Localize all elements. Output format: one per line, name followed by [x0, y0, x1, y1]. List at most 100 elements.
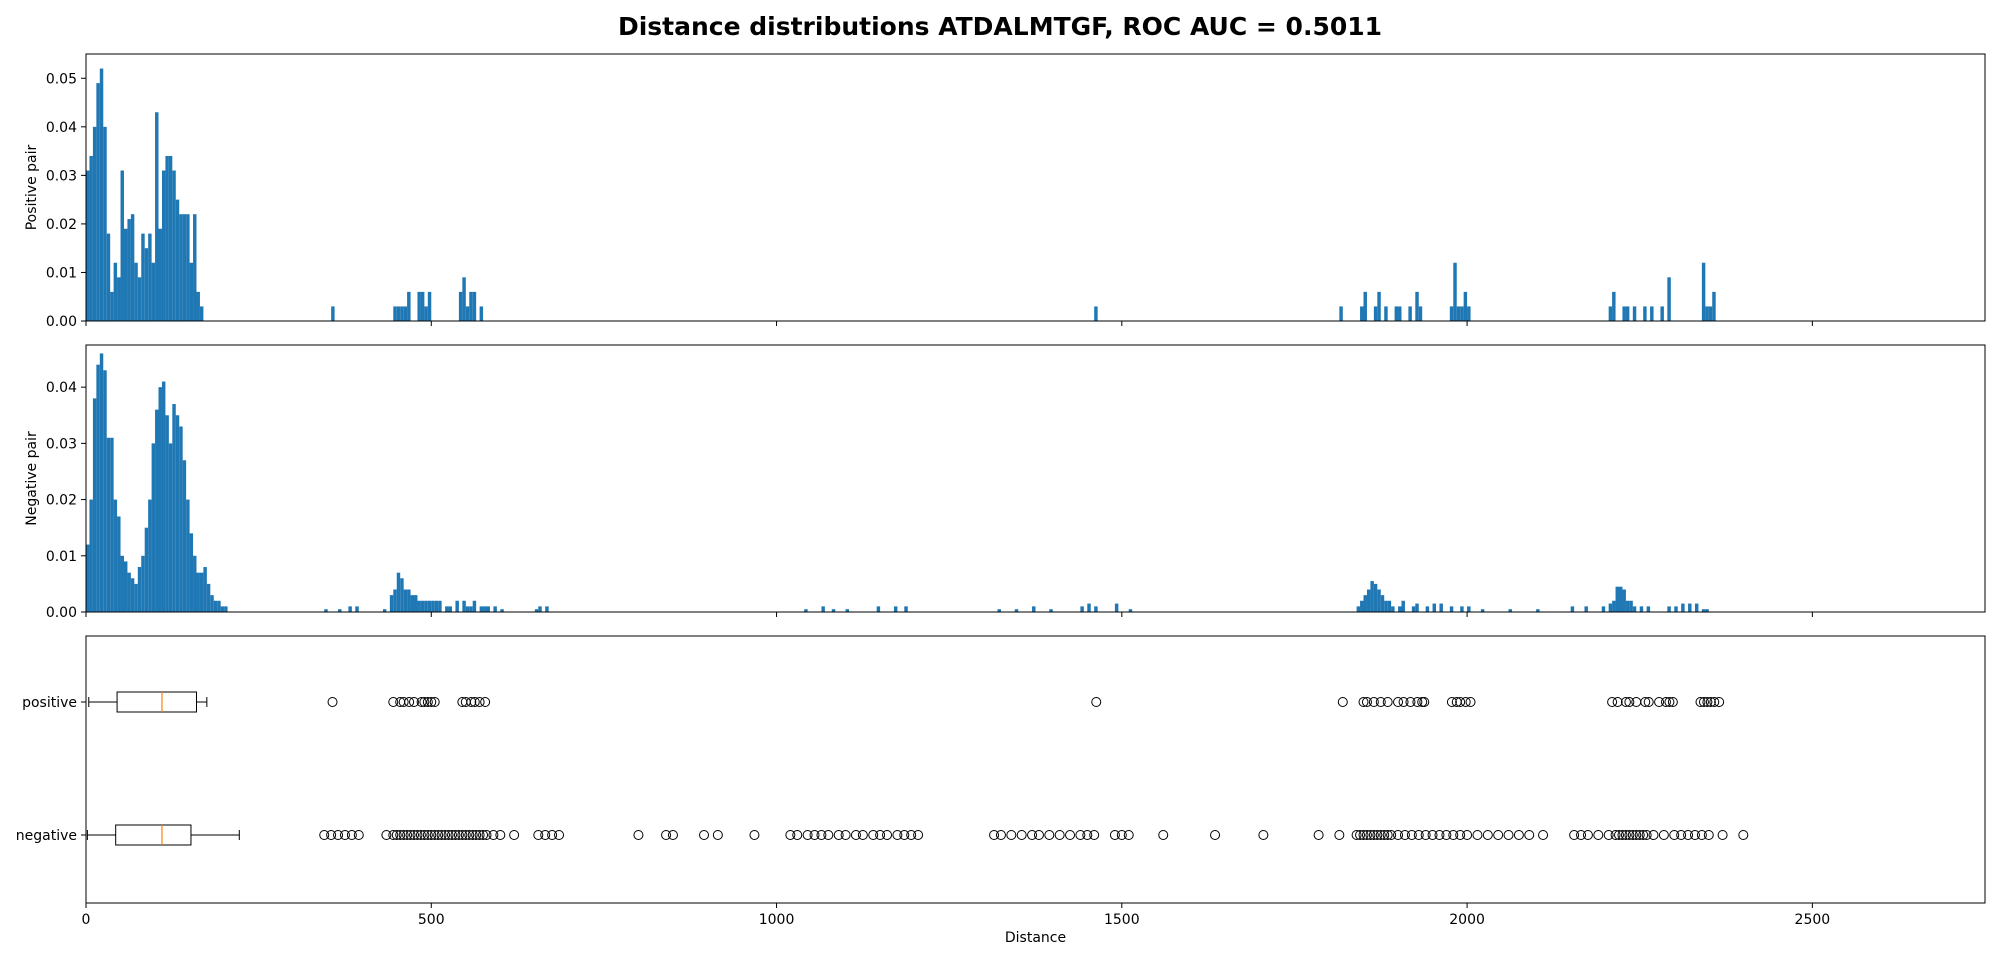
histogram-bar: [113, 262, 118, 321]
outlier-point: [1361, 697, 1372, 707]
histogram-bar: [144, 248, 149, 321]
histogram-bar: [893, 606, 898, 612]
outlier-point: [1420, 830, 1431, 840]
histogram-bar: [1660, 306, 1664, 321]
histogram-bar: [486, 606, 490, 612]
histogram-bar: [1370, 581, 1374, 612]
histogram-bar: [1377, 291, 1381, 321]
boxplot-panel: positive negative 0 500 1000 1500 2000 2500: [16, 635, 1986, 928]
outlier-point: [319, 830, 330, 840]
outlier-point: [1482, 830, 1493, 840]
outlier-point: [699, 830, 710, 840]
outlier-point: [509, 830, 520, 840]
outlier-point: [1705, 697, 1716, 707]
outlier-point: [422, 697, 433, 707]
histogram-bar: [113, 499, 118, 612]
histogram-bar: [997, 609, 1001, 612]
histogram-bar: [534, 609, 539, 612]
outlier-point: [1365, 830, 1376, 840]
outlier-point: [1372, 830, 1383, 840]
histogram-bar: [1114, 603, 1119, 612]
outlier-point: [1640, 697, 1651, 707]
histogram-bar: [106, 437, 111, 612]
histogram-bar: [400, 578, 404, 612]
histogram-bar: [148, 499, 152, 612]
histogram-bar: [1467, 606, 1471, 612]
histogram-bar: [1380, 595, 1385, 612]
outlier-point: [471, 830, 482, 840]
outlier-point: [1664, 697, 1675, 707]
histogram-bar: [1629, 600, 1633, 612]
histogram-bar: [130, 214, 135, 321]
box-iqr: [115, 824, 192, 846]
histogram-bar: [161, 381, 166, 612]
histogram-bar: [1608, 603, 1613, 612]
histogram-bar: [1094, 606, 1098, 612]
histogram-bar: [458, 291, 463, 321]
histogram-bar: [1536, 609, 1540, 612]
histogram-bar: [1608, 306, 1613, 321]
histogram-bar: [804, 609, 808, 612]
histogram-bar: [1701, 262, 1706, 321]
outlier-point: [419, 830, 430, 840]
histogram-bar: [1463, 291, 1468, 321]
histogram-bar: [1460, 306, 1464, 321]
axes-frame: [85, 344, 1986, 613]
outlier-point: [474, 830, 485, 840]
outlier-point: [1717, 830, 1728, 840]
y-tick-label: 0.05: [46, 71, 77, 87]
outlier-point: [1610, 830, 1621, 840]
outlier-point: [478, 830, 489, 840]
outlier-point: [1379, 830, 1390, 840]
outlier-point: [433, 830, 444, 840]
histogram-bar: [1632, 606, 1637, 612]
histogram-bar: [165, 415, 169, 612]
histogram-bar: [213, 600, 218, 612]
outlier-point: [802, 830, 813, 840]
histogram-bar: [1415, 603, 1419, 612]
outlier-point: [346, 830, 357, 840]
outlier-point: [1569, 830, 1580, 840]
outlier-point: [868, 830, 879, 840]
outlier-point: [404, 697, 415, 707]
x-tick-label: 500: [418, 912, 445, 928]
histogram-bar: [424, 306, 428, 321]
histogram-bar: [1612, 600, 1616, 612]
outlier-point: [809, 830, 820, 840]
outlier-point: [405, 830, 416, 840]
outlier-point: [785, 830, 796, 840]
outlier-point: [416, 697, 427, 707]
outlier-point: [533, 830, 544, 840]
outlier-point: [391, 830, 402, 840]
histogram-bar: [99, 68, 104, 322]
y-tick-label: 0.02: [46, 493, 77, 509]
histogram-bar: [1398, 306, 1402, 321]
histogram-bar: [1408, 306, 1412, 321]
outlier-point: [1696, 830, 1707, 840]
outlier-point: [436, 830, 447, 840]
histogram-bar: [199, 572, 204, 612]
histogram-bar: [831, 609, 836, 612]
histogram-bar: [427, 600, 432, 612]
histogram-bar: [134, 583, 138, 612]
outliers: [327, 697, 1725, 707]
outlier-point: [633, 830, 644, 840]
outlier-point: [547, 830, 558, 840]
histogram-bar: [1688, 603, 1692, 612]
histogram-bar: [86, 170, 90, 321]
outlier-point: [1054, 830, 1065, 840]
outlier-point: [1702, 697, 1713, 707]
histogram-bar: [120, 555, 124, 612]
histogram-bar: [1639, 606, 1644, 612]
outlier-point: [426, 830, 437, 840]
histogram-bar: [134, 262, 138, 321]
outlier-point: [1027, 830, 1038, 840]
histogram-bar: [141, 233, 145, 321]
outlier-point: [1631, 697, 1642, 707]
histogram-bar: [103, 126, 107, 322]
outlier-point: [1334, 830, 1345, 840]
outlier-point: [388, 830, 399, 840]
outlier-point: [1016, 830, 1027, 840]
histogram-bar: [396, 572, 401, 612]
histogram-bar: [92, 398, 97, 612]
